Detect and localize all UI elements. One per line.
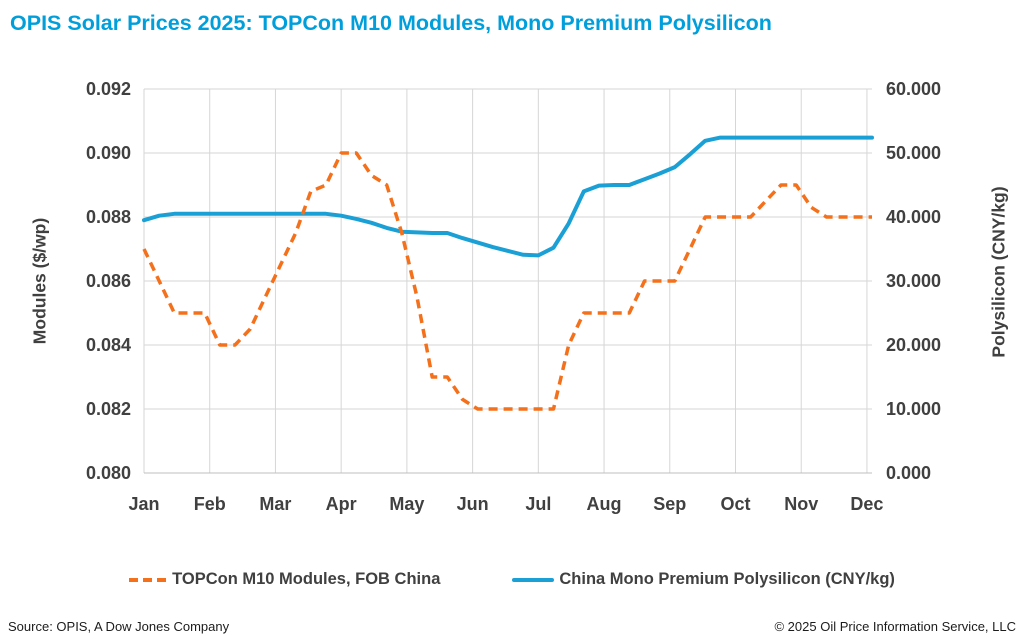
left-axis-title: Modules ($/wp) — [29, 217, 50, 345]
x-axis-month-label: Jan — [128, 494, 159, 514]
modules-series-line — [142, 151, 872, 411]
modules-dashed-line-swatch — [129, 577, 168, 582]
x-axis-month-label: Aug — [587, 494, 622, 514]
polysilicon-solid-line-swatch — [512, 577, 555, 582]
legend: TOPCon M10 Modules, FOB China China Mono… — [0, 570, 1024, 589]
right-axis-title: Polysilicon (CNY/kg) — [988, 186, 1009, 358]
left-axis-tick-label: 0.086 — [86, 271, 131, 291]
footer-source: Source: OPIS, A Dow Jones Company — [8, 619, 230, 634]
left-axis-tick-label: 0.092 — [86, 79, 131, 99]
x-axis-month-label: Jul — [525, 494, 551, 514]
legend-item-polysilicon: China Mono Premium Polysilicon (CNY/kg) — [512, 570, 895, 589]
plot-svg: Jan Feb Mar Apr May Jun Jul Aug Sep Oct Nov Dec 0.09… — [86, 79, 941, 514]
footer: Source: OPIS, A Dow Jones Company © 2025… — [8, 619, 1016, 634]
right-axis-tick-label: 20.000 — [886, 335, 941, 355]
legend-item-modules: TOPCon M10 Modules, FOB China — [129, 570, 440, 589]
left-axis-tick-label: 0.080 — [86, 463, 131, 483]
left-axis-tick-label: 0.088 — [86, 207, 131, 227]
legend-label-modules: TOPCon M10 Modules, FOB China — [172, 570, 441, 588]
left-axis-tick-label: 0.084 — [86, 335, 131, 355]
x-axis-month-label: May — [389, 494, 424, 514]
right-axis-tick-label: 50.000 — [886, 143, 941, 163]
right-axis-tick-label: 40.000 — [886, 207, 941, 227]
x-axis-month-label: Nov — [784, 494, 818, 514]
left-axis-tick-label: 0.090 — [86, 143, 131, 163]
footer-copyright: © 2025 Oil Price Information Service, LL… — [774, 619, 1016, 634]
x-axis-month-label: Apr — [326, 494, 357, 514]
right-axis-tick-label: 0.000 — [886, 463, 931, 483]
right-axis-tick-label: 30.000 — [886, 271, 941, 291]
chart-title: OPIS Solar Prices 2025: TOPCon M10 Modul… — [10, 11, 772, 35]
x-axis-month-label: Jun — [457, 494, 489, 514]
left-axis-tick-label: 0.082 — [86, 399, 131, 419]
x-axis-month-label: Dec — [850, 494, 883, 514]
x-axis-month-label: Mar — [259, 494, 291, 514]
x-axis-month-label: Feb — [194, 494, 226, 514]
right-axis-tick-label: 10.000 — [886, 399, 941, 419]
polysilicon-series-line — [142, 135, 874, 258]
x-axis-month-label: Oct — [720, 494, 750, 514]
right-axis-tick-label: 60.000 — [886, 79, 941, 99]
legend-label-polysilicon: China Mono Premium Polysilicon (CNY/kg) — [559, 570, 895, 588]
x-axis-month-label: Sep — [653, 494, 686, 514]
